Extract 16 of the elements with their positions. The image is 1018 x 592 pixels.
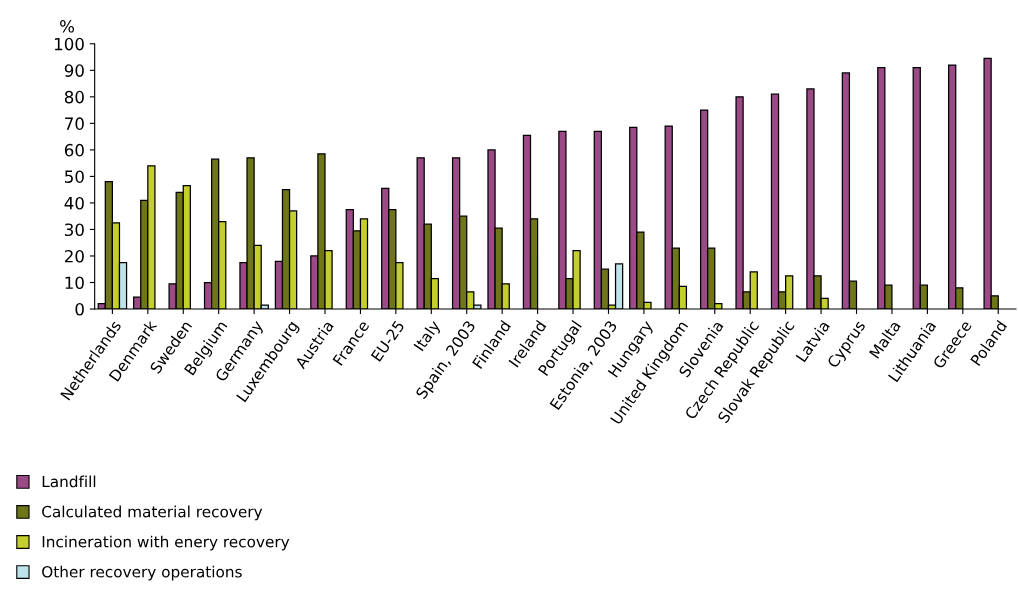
y-tick-label: 40: [64, 196, 84, 210]
y-tick-label: 70: [65, 117, 84, 130]
y-tick-label: 30: [65, 223, 84, 237]
y-tick-label: 100: [54, 37, 84, 51]
y-tick-label: 80: [64, 90, 84, 104]
y-tick-label: 20: [64, 249, 84, 263]
y-tick-label: 0: [75, 302, 84, 316]
y-axis-title: %: [60, 20, 75, 33]
legend-label: Other recovery operations: [42, 565, 242, 581]
y-tick-label: 60: [64, 143, 84, 157]
legend-label: Landfill: [42, 475, 96, 488]
y-tick-label: 90: [64, 64, 84, 77]
y-tick-label: 10: [65, 276, 84, 290]
legend-label: Incineration with enery recovery: [42, 535, 290, 551]
legend-label: Calculated material recovery: [42, 505, 263, 521]
y-tick-label: 50: [65, 170, 84, 183]
